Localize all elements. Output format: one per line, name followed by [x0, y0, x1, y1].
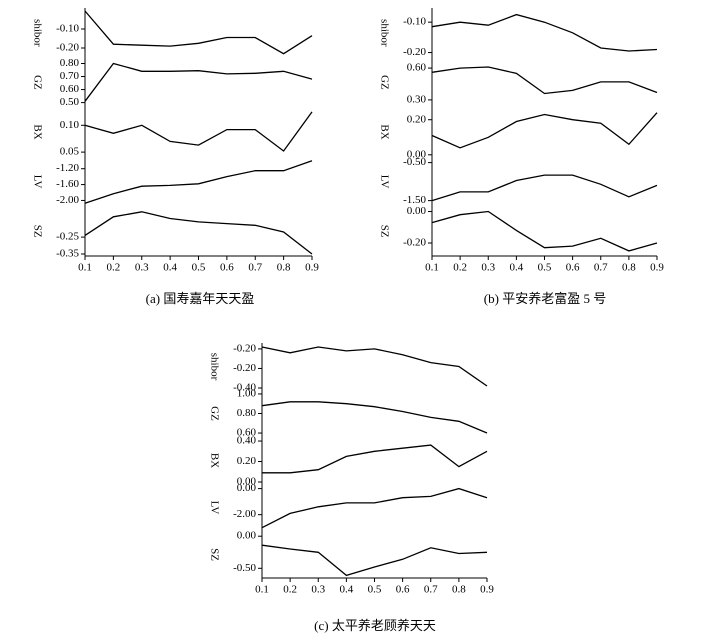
y-tick-label: 0.80 — [237, 407, 257, 419]
x-tick-label: 0.6 — [220, 262, 234, 274]
x-tick-label: 0.8 — [277, 262, 291, 274]
series-line — [261, 346, 488, 387]
y-tick-label: -1.60 — [56, 178, 79, 190]
y-tick-label: 0.00 — [237, 476, 257, 488]
series-line — [84, 111, 313, 152]
y-axis-label: BX — [208, 453, 220, 468]
y-tick-label: -0.50 — [403, 156, 426, 168]
y-tick-label: 0.70 — [60, 70, 80, 82]
series-line — [84, 62, 313, 102]
x-tick-label: 0.5 — [538, 262, 552, 274]
series-line — [262, 444, 488, 474]
y-tick-label: -0.20 — [233, 362, 256, 374]
x-tick-label: 0.2 — [453, 262, 467, 274]
y-tick-label: -1.20 — [56, 162, 79, 174]
y-tick-label: 0.00 — [237, 482, 257, 494]
y-tick-label: 0.30 — [407, 93, 427, 105]
x-tick-label: 0.2 — [107, 262, 121, 274]
x-tick-label: 0.1 — [425, 262, 439, 274]
y-axis-label: GZ — [208, 406, 220, 421]
y-tick-label: 0.60 — [237, 427, 257, 439]
x-tick-label: 0.5 — [192, 262, 206, 274]
series-line — [431, 112, 658, 149]
x-tick-label: 0.8 — [622, 262, 636, 274]
x-tick-label: 0.4 — [510, 262, 524, 274]
y-tick-label: 0.00 — [237, 530, 257, 542]
series-line — [261, 544, 488, 577]
y-axis-label: LV — [378, 175, 390, 189]
y-tick-label: -1.50 — [403, 194, 426, 206]
x-tick-label: 0.1 — [78, 262, 92, 274]
y-axis-label: LV — [208, 501, 220, 515]
x-tick-label: 0.9 — [480, 584, 494, 596]
y-axis-label: GZ — [31, 75, 43, 90]
x-tick-label: 0.7 — [594, 262, 608, 274]
x-tick-label: 0.5 — [368, 584, 382, 596]
y-axis-label: shibor — [208, 353, 220, 381]
y-tick-label: 0.60 — [407, 62, 427, 74]
x-tick-label: 0.7 — [424, 584, 438, 596]
y-tick-label: -0.40 — [233, 382, 256, 394]
y-axis-label: SZ — [208, 548, 220, 561]
caption: (a) 国寿嘉年天天盈 — [146, 291, 255, 306]
y-tick-label: -2.00 — [233, 508, 256, 520]
y-tick-label: 0.00 — [407, 205, 427, 217]
x-tick-label: 0.7 — [248, 262, 262, 274]
y-tick-label: 1.00 — [237, 387, 257, 399]
y-tick-label: -0.20 — [233, 342, 256, 354]
y-tick-label: 0.50 — [60, 96, 80, 108]
x-tick-label: 0.6 — [566, 262, 580, 274]
x-tick-label: 0.2 — [283, 584, 297, 596]
y-tick-label: -0.10 — [403, 16, 426, 28]
y-axis-label: SZ — [31, 225, 43, 238]
y-tick-label: -0.50 — [233, 562, 256, 574]
series-line — [431, 66, 658, 95]
x-tick-label: 0.4 — [340, 584, 354, 596]
x-tick-label: 0.4 — [163, 262, 177, 274]
x-tick-label: 0.1 — [255, 584, 269, 596]
x-tick-label: 0.3 — [481, 262, 495, 274]
series-line — [431, 210, 658, 252]
y-tick-label: -0.20 — [403, 237, 426, 249]
x-tick-label: 0.6 — [396, 584, 410, 596]
x-tick-label: 0.3 — [135, 262, 149, 274]
y-axis-label: BX — [378, 124, 390, 139]
series-line — [431, 13, 658, 52]
y-axis-label: shibor — [378, 19, 390, 47]
y-axis-label: GZ — [378, 75, 390, 90]
y-axis-label: LV — [31, 175, 43, 189]
caption: (c) 太平养老顾养天天 — [314, 618, 436, 633]
y-tick-label: 0.05 — [60, 146, 80, 158]
y-tick-label: -0.25 — [56, 231, 79, 243]
series-line — [261, 401, 488, 434]
series-line — [261, 487, 488, 529]
y-tick-label: 0.40 — [237, 435, 257, 447]
y-tick-label: 0.10 — [60, 119, 80, 131]
series-line — [84, 10, 313, 55]
y-tick-label: 0.80 — [60, 57, 80, 69]
y-axis-label: BX — [31, 124, 43, 139]
y-axis-label: shibor — [31, 19, 43, 47]
series-line — [84, 211, 313, 255]
x-tick-label: 0.9 — [305, 262, 319, 274]
y-tick-label: -0.10 — [56, 23, 79, 35]
x-tick-label: 0.8 — [452, 584, 466, 596]
y-tick-label: 0.20 — [237, 455, 257, 467]
y-tick-label: 0.60 — [60, 83, 80, 95]
y-axis-label: SZ — [378, 225, 390, 238]
y-tick-label: -2.00 — [56, 194, 79, 206]
series-line — [431, 174, 658, 202]
y-tick-label: -0.35 — [56, 248, 79, 260]
series-line — [84, 160, 313, 204]
y-tick-label: -0.20 — [56, 42, 79, 54]
x-tick-label: 0.9 — [650, 262, 664, 274]
y-tick-label: 0.20 — [407, 113, 427, 125]
y-tick-label: 0.00 — [407, 148, 427, 160]
y-tick-label: -0.20 — [403, 46, 426, 58]
x-tick-label: 0.3 — [311, 584, 325, 596]
caption: (b) 平安养老富盈 5 号 — [484, 291, 606, 306]
